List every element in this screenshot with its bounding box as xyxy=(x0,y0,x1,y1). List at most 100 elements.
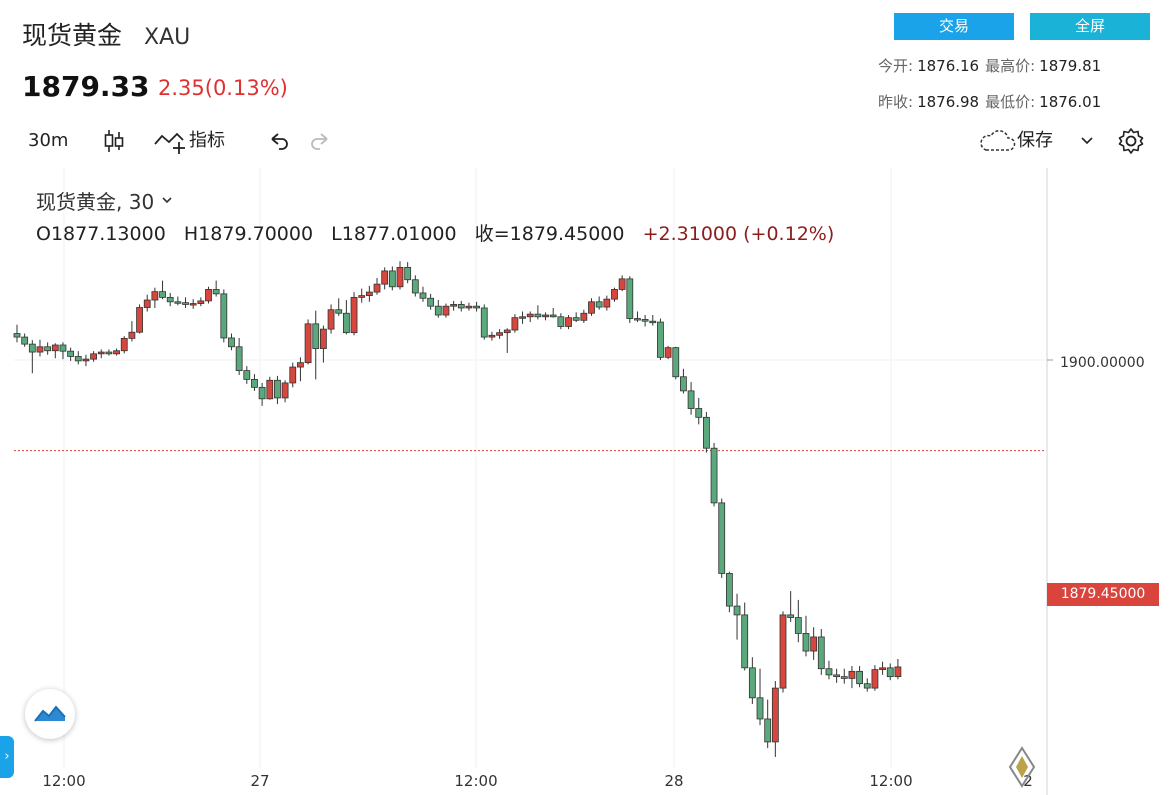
candle-body xyxy=(44,346,52,352)
candle-body xyxy=(856,670,863,685)
candle-body xyxy=(657,321,664,358)
symbol-title: 现货黄金 XAU xyxy=(22,16,190,52)
candle-body xyxy=(641,319,649,322)
candle-body xyxy=(411,279,419,294)
indicators-label: 指标 xyxy=(189,130,225,151)
candle-body xyxy=(634,318,641,321)
chevron-right-icon: › xyxy=(4,749,10,764)
candle-body xyxy=(434,305,442,316)
candle-body xyxy=(251,379,258,388)
indicators-button[interactable]: 指标 xyxy=(153,126,225,156)
candle-body xyxy=(51,344,59,352)
candle-body xyxy=(588,301,595,314)
candle-body xyxy=(281,382,289,399)
high-label: 最高价: xyxy=(985,57,1036,75)
candle-body xyxy=(565,317,572,327)
candle-body xyxy=(28,343,36,353)
candle-body xyxy=(557,316,565,327)
stats-row-1: 今开: 1876.16 最高价: 1879.81 xyxy=(878,55,1107,76)
candle-body xyxy=(74,356,82,362)
candle-body xyxy=(381,270,389,285)
candle-body xyxy=(59,344,67,352)
candle-body xyxy=(266,379,274,400)
candlestick-chart[interactable] xyxy=(0,168,1171,795)
candle-body xyxy=(519,316,526,319)
save-button[interactable]: 保存 xyxy=(977,126,1053,156)
candle-body xyxy=(863,683,871,689)
trade-button[interactable]: 交易 xyxy=(894,13,1014,40)
candle-body xyxy=(833,674,841,678)
candle-body xyxy=(572,317,580,321)
candle-body xyxy=(794,617,802,634)
chevron-down-icon[interactable] xyxy=(161,189,173,209)
candle-body xyxy=(67,350,75,357)
interval-selector[interactable]: 30m xyxy=(28,130,69,151)
chart-symbol-label[interactable]: 现货黄金, 30 xyxy=(36,186,173,215)
candle-body xyxy=(151,291,159,301)
candle-body xyxy=(848,670,856,679)
candle-body xyxy=(258,386,266,400)
candle-body xyxy=(450,304,458,307)
candle-body xyxy=(741,614,749,669)
sidebar-expand-button[interactable]: › xyxy=(0,736,14,778)
candle-body xyxy=(128,331,136,339)
candle-body xyxy=(143,299,151,308)
candle-body xyxy=(496,332,503,336)
candle-body xyxy=(442,305,450,316)
candle-body xyxy=(21,336,29,345)
candle-body xyxy=(304,323,312,364)
candle-body xyxy=(810,636,818,652)
candle-body xyxy=(511,317,519,331)
candle-body xyxy=(350,296,358,334)
candle-body xyxy=(718,502,726,574)
candle-body xyxy=(756,697,764,720)
candle-body xyxy=(840,676,848,679)
candle-body xyxy=(419,292,427,299)
low-value: 1876.01 xyxy=(1039,93,1102,111)
legend-high: H1879.70000 xyxy=(183,223,314,245)
logo-icon xyxy=(34,705,66,722)
legend-change: +2.31000 (+0.12%) xyxy=(642,223,835,245)
candle-body xyxy=(373,283,381,293)
prev-close-label: 昨收: xyxy=(878,93,914,111)
candle-body xyxy=(488,334,496,338)
candle-body xyxy=(886,667,894,678)
save-label: 保存 xyxy=(1017,130,1053,151)
candle-body xyxy=(404,266,412,281)
fullscreen-button[interactable]: 全屏 xyxy=(1030,13,1150,40)
redo-icon[interactable] xyxy=(308,126,332,156)
high-value: 1879.81 xyxy=(1039,57,1102,75)
chevron-down-icon[interactable] xyxy=(1080,126,1094,156)
candle-body xyxy=(817,636,825,670)
x-axis-label: 12:00 xyxy=(454,772,498,790)
candle-body xyxy=(695,408,703,418)
candle-body xyxy=(672,347,680,378)
candle-body xyxy=(197,300,205,304)
candle-body xyxy=(603,298,611,308)
candle-body xyxy=(871,669,879,689)
candle-body xyxy=(664,347,672,358)
candle-body xyxy=(725,573,733,607)
x-axis-label: 28 xyxy=(664,772,684,790)
chart-logo-button[interactable] xyxy=(25,689,75,739)
ohlc-legend: O1877.13000 H1879.70000 L1877.01000 收=18… xyxy=(36,219,834,246)
candlestick-icon[interactable] xyxy=(102,126,126,156)
candle-body xyxy=(342,312,350,334)
candle-body xyxy=(90,353,97,360)
candle-body xyxy=(503,329,511,334)
x-axis-label: 2 xyxy=(1023,772,1033,790)
candle-body xyxy=(649,320,657,324)
candle-body xyxy=(710,447,718,504)
candle-body xyxy=(473,305,481,309)
candle-body xyxy=(13,333,21,338)
candle-body xyxy=(771,687,779,743)
gear-icon[interactable] xyxy=(1116,126,1146,156)
candle-body xyxy=(626,278,634,319)
candle-body xyxy=(787,614,795,618)
open-label: 今开: xyxy=(878,57,914,75)
x-axis-label: 27 xyxy=(250,772,270,790)
instrument-code: XAU xyxy=(144,25,191,50)
undo-icon[interactable] xyxy=(267,126,291,156)
candle-body xyxy=(289,366,297,384)
open-value: 1876.16 xyxy=(917,57,980,75)
